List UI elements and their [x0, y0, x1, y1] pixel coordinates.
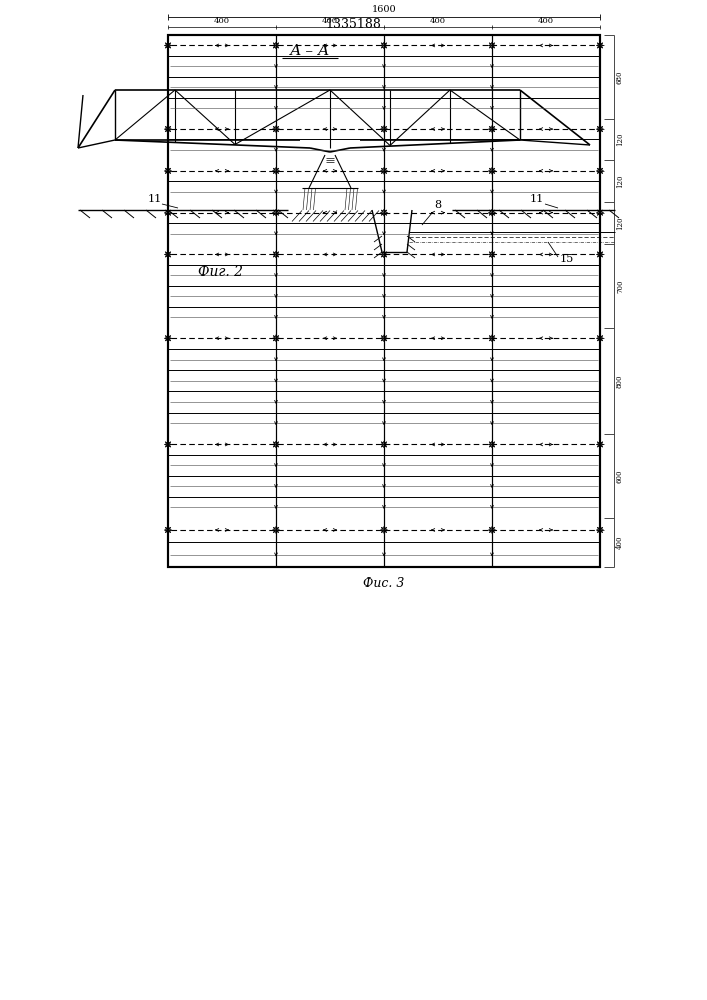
Bar [168, 35, 600, 567]
Text: 800: 800 [616, 374, 624, 388]
Polygon shape [290, 210, 370, 222]
Text: 600: 600 [616, 469, 624, 483]
Text: 8: 8 [434, 200, 441, 210]
Bar [313, 120, 348, 152]
Text: Фиг. 2: Фиг. 2 [197, 265, 243, 279]
Bar [320, 127, 340, 145]
Text: 120: 120 [616, 133, 624, 146]
Text: А – А: А – А [290, 44, 330, 58]
Text: 400: 400 [616, 536, 624, 549]
Text: 400: 400 [214, 17, 230, 25]
Text: 400: 400 [538, 17, 554, 25]
Text: 15: 15 [560, 254, 574, 264]
Bar [168, 35, 600, 567]
Text: 400: 400 [322, 17, 338, 25]
Text: 11: 11 [530, 194, 544, 204]
Text: 680: 680 [616, 70, 624, 84]
Text: 120: 120 [616, 175, 624, 188]
Text: 1335188: 1335188 [325, 18, 381, 31]
Text: Фис. 3: Фис. 3 [363, 577, 404, 590]
Text: 700: 700 [616, 279, 624, 293]
Text: 1600: 1600 [372, 5, 397, 14]
Text: 400: 400 [430, 17, 446, 25]
Bar [344, 188, 358, 210]
Text: 120: 120 [616, 216, 624, 230]
Bar [302, 188, 316, 210]
Text: 11: 11 [148, 194, 162, 204]
